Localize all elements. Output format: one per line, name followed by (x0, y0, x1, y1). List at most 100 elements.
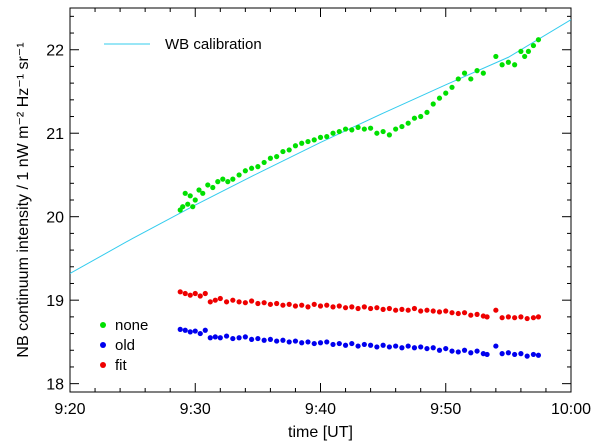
data-point-old (468, 350, 474, 356)
data-point-fit (355, 305, 361, 312)
data-point-none (187, 193, 193, 199)
data-point-fit (317, 303, 324, 309)
data-point-old (242, 334, 248, 340)
data-point-old (207, 335, 213, 341)
data-point-fit (292, 303, 299, 309)
data-point-none (380, 128, 386, 135)
data-point-none (386, 132, 392, 138)
data-point-old (249, 336, 255, 343)
data-point-old (411, 345, 418, 351)
data-point-old (474, 348, 480, 354)
data-point-old (182, 327, 188, 333)
data-point-old (305, 339, 311, 345)
data-point-fit (499, 315, 505, 321)
y-tick-label: 22 (46, 43, 64, 60)
data-point-fit (518, 314, 524, 320)
data-point-old (493, 343, 499, 349)
data-point-fit (274, 300, 280, 307)
data-point-none (249, 165, 255, 171)
data-point-old (455, 349, 461, 355)
data-point-none (361, 126, 367, 132)
data-point-none (405, 120, 411, 126)
data-point-fit (474, 311, 480, 317)
data-point-fit (524, 315, 530, 322)
data-point-none (411, 115, 418, 121)
data-point-old (399, 345, 405, 351)
data-point-none (474, 68, 480, 74)
data-point-none (518, 48, 524, 55)
data-point-fit (468, 312, 474, 318)
data-point-none (292, 143, 299, 149)
legend-label: fit (115, 357, 128, 374)
data-point-fit (299, 302, 305, 308)
data-point-old (317, 340, 324, 346)
data-point-fit (374, 305, 380, 311)
data-point-old (217, 335, 223, 341)
data-point-old (355, 343, 361, 349)
data-point-old (261, 337, 267, 343)
data-point-none (374, 130, 380, 136)
data-point-fit (424, 307, 430, 313)
data-point-old (524, 353, 530, 359)
y-axis-title: NB continuum intensity / 1 nW m⁻² Hz⁻¹ s… (15, 42, 32, 357)
data-point-none (205, 182, 211, 188)
data-point-none (225, 179, 231, 185)
data-point-none (230, 176, 236, 182)
data-point-none (530, 42, 537, 49)
data-point-none (418, 113, 424, 120)
series-line-wb-calibration (70, 19, 571, 274)
data-point-none (220, 176, 226, 182)
data-point-fit (242, 300, 248, 306)
data-point-old (484, 351, 490, 358)
data-point-none (349, 127, 355, 133)
data-point-none (393, 126, 399, 132)
data-point-fit (336, 303, 342, 309)
data-point-none (236, 172, 242, 178)
data-point-fit (223, 299, 230, 305)
data-point-none (192, 197, 198, 203)
data-point-old (274, 338, 280, 344)
data-point-old (299, 340, 305, 346)
data-point-none (180, 204, 186, 210)
data-point-fit (512, 315, 518, 321)
data-point-fit (342, 305, 349, 311)
data-point-old (518, 351, 524, 357)
data-point-old (177, 326, 183, 332)
data-point-old (430, 345, 436, 351)
x-tick-label: 9:20 (54, 401, 85, 418)
data-point-none (190, 204, 196, 210)
data-point-fit (177, 289, 183, 295)
data-point-none (242, 168, 248, 174)
data-point-none (522, 53, 528, 60)
data-point-fit (484, 314, 490, 320)
data-point-fit (217, 295, 223, 302)
data-point-fit (324, 302, 330, 308)
x-tick-label: 9:30 (180, 401, 211, 418)
data-point-fit (530, 315, 537, 321)
data-point-old (386, 344, 392, 350)
data-point-none (330, 130, 336, 136)
data-point-old (361, 341, 367, 348)
data-point-old (187, 329, 193, 335)
data-point-fit (455, 310, 461, 317)
data-point-none (299, 140, 305, 146)
data-point-old (292, 338, 299, 344)
data-point-none (493, 53, 499, 60)
data-point-fit (249, 298, 255, 304)
data-point-fit (461, 310, 468, 316)
data-point-fit (202, 290, 208, 297)
data-point-old (311, 340, 317, 347)
data-point-old (349, 340, 355, 347)
data-point-old (255, 335, 261, 342)
data-point-old (368, 342, 374, 348)
x-tick-label: 10:00 (551, 401, 591, 418)
data-point-fit (182, 290, 188, 297)
data-point-none (305, 138, 311, 145)
data-point-fit (386, 305, 392, 312)
data-point-old (342, 342, 349, 348)
data-point-old (202, 327, 208, 333)
data-point-none (196, 187, 202, 193)
data-point-old (192, 328, 198, 334)
data-point-none (355, 124, 361, 130)
data-point-none (200, 190, 206, 196)
